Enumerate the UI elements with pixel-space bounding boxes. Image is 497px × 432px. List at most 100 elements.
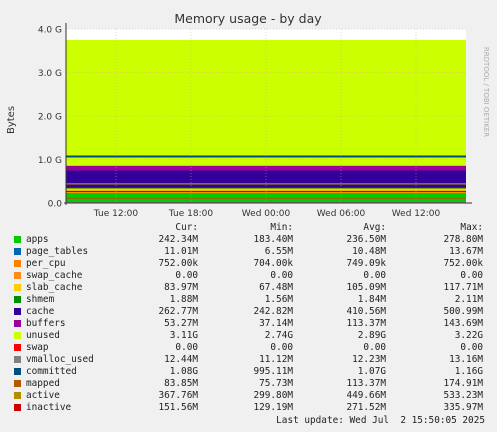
legend-swatch	[14, 356, 21, 363]
legend-min-value: 2.74G	[264, 330, 293, 341]
legend-swatch	[14, 272, 21, 279]
legend-swatch	[14, 344, 21, 351]
chart-title: Memory usage - by day	[174, 11, 322, 26]
legend-min-value: 6.55M	[264, 246, 293, 257]
memory-chart: Memory usage - by day Bytes RRDTOOL / TO…	[6, 11, 490, 219]
y-axis-label: Bytes	[6, 106, 17, 134]
legend-max-value: 174.91M	[443, 378, 483, 389]
legend-label: buffers	[26, 318, 66, 329]
legend-row-vmalloc_used: vmalloc_used 12.44M 11.12M 12.23M 13.16M	[0, 354, 497, 366]
legend-avg-value: 113.37M	[346, 378, 386, 389]
legend-swatch	[14, 392, 21, 399]
legend-max-value: 0.00	[460, 270, 483, 281]
legend-cur-value: 0.00	[175, 270, 198, 281]
x-tick-label: Tue 18:00	[168, 209, 213, 219]
legend-max-value: 0.00	[460, 342, 483, 353]
rrdtool-watermark: RRDTOOL / TOBI OETIKER	[482, 47, 490, 137]
legend-row-committed: committed 1.08G 995.11M 1.07G 1.16G	[0, 366, 497, 378]
legend-cur-value: 1.88M	[169, 294, 198, 305]
legend-label: shmem	[26, 294, 55, 305]
legend-swatch	[14, 308, 21, 315]
x-tick-label: Wed 12:00	[392, 209, 441, 219]
legend-swatch	[14, 332, 21, 339]
legend-row-active: active 367.76M 299.80M 449.66M 533.23M	[0, 390, 497, 402]
legend-max-value: 335.97M	[443, 402, 483, 413]
col-cur: Cur:	[175, 222, 198, 233]
legend-row-shmem: shmem 1.88M 1.56M 1.84M 2.11M	[0, 294, 497, 306]
legend-min-value: 75.73M	[259, 378, 293, 389]
legend-max-value: 13.67M	[449, 246, 483, 257]
legend-row-page_tables: page_tables 11.01M 6.55M 10.48M 13.67M	[0, 246, 497, 258]
col-min: Min:	[270, 222, 293, 233]
legend-avg-value: 105.09M	[346, 282, 386, 293]
legend-label: swap_cache	[26, 270, 83, 281]
legend-min-value: 129.19M	[253, 402, 293, 413]
legend-swatch	[14, 380, 21, 387]
legend-row-inactive: inactive 151.56M 129.19M 271.52M 335.97M	[0, 402, 497, 414]
legend-min-value: 67.48M	[259, 282, 293, 293]
legend-max-value: 143.69M	[443, 318, 483, 329]
legend-cur-value: 262.77M	[158, 306, 198, 317]
legend-label: page_tables	[26, 246, 89, 257]
legend-label: active	[26, 390, 60, 401]
legend-label: swap	[26, 342, 49, 353]
legend-cur-value: 3.11G	[169, 330, 198, 341]
legend-label: inactive	[26, 402, 72, 413]
legend-row-per_cpu: per_cpu 752.00k 704.00k 749.09k 752.00k	[0, 258, 497, 270]
legend-min-value: 37.14M	[259, 318, 293, 329]
legend-row-apps: apps 242.34M 183.40M 236.50M 278.80M	[0, 234, 497, 246]
legend-cur-value: 367.76M	[158, 390, 198, 401]
legend-header: Cur: Min: Avg: Max:	[0, 222, 497, 234]
col-avg: Avg:	[363, 222, 386, 233]
legend-cur-value: 83.85M	[164, 378, 198, 389]
legend-min-value: 995.11M	[253, 366, 293, 377]
legend-avg-value: 236.50M	[346, 234, 386, 245]
legend-swatch	[14, 260, 21, 267]
legend-avg-value: 410.56M	[346, 306, 386, 317]
area-band-slab_cache	[66, 188, 466, 193]
legend-swatch	[14, 236, 21, 243]
legend-avg-value: 1.07G	[357, 366, 386, 377]
legend-row-mapped: mapped 83.85M 75.73M 113.37M 174.91M	[0, 378, 497, 390]
legend-max-value: 278.80M	[443, 234, 483, 245]
legend-min-value: 0.00	[270, 342, 293, 353]
legend-swatch	[14, 248, 21, 255]
legend-row-swap: swap 0.00 0.00 0.00 0.00	[0, 342, 497, 354]
legend-min-value: 183.40M	[253, 234, 293, 245]
legend-min-value: 1.56M	[264, 294, 293, 305]
area-band-unused	[66, 39, 466, 166]
legend-label: slab_cache	[26, 282, 83, 293]
legend-row-slab_cache: slab_cache 83.97M 67.48M 105.09M 117.71M	[0, 282, 497, 294]
y-tick-label: 4.0 G	[38, 26, 62, 36]
x-tick-label: Wed 00:00	[242, 209, 291, 219]
legend-label: mapped	[26, 378, 60, 389]
legend-row-buffers: buffers 53.27M 37.14M 113.37M 143.69M	[0, 318, 497, 330]
legend-cur-value: 0.00	[175, 342, 198, 353]
legend-label: per_cpu	[26, 258, 66, 269]
legend-swatch	[14, 284, 21, 291]
x-axis-ticks: Tue 12:00 Tue 18:00 Wed 00:00 Wed 06:00 Wed …	[64, 29, 472, 219]
legend-min-value: 704.00k	[253, 258, 293, 269]
legend-max-value: 500.99M	[443, 306, 483, 317]
legend-max-value: 752.00k	[443, 258, 483, 269]
legend-avg-value: 1.84M	[357, 294, 386, 305]
legend-label: vmalloc_used	[26, 354, 94, 365]
legend-min-value: 11.12M	[259, 354, 293, 365]
legend-swatch	[14, 320, 21, 327]
legend-min-value: 299.80M	[253, 390, 293, 401]
legend-min-value: 242.82M	[253, 306, 293, 317]
legend-avg-value: 271.52M	[346, 402, 386, 413]
area-band-per_cpu	[66, 192, 466, 194]
legend-row-swap_cache: swap_cache 0.00 0.00 0.00 0.00	[0, 270, 497, 282]
legend-min-value: 0.00	[270, 270, 293, 281]
last-update: Last update: Wed Jul 2 15:50:05 2025	[276, 415, 485, 426]
legend-cur-value: 83.97M	[164, 282, 198, 293]
legend-cur-value: 1.08G	[169, 366, 198, 377]
legend-cur-value: 151.56M	[158, 402, 198, 413]
area-band-buffers	[66, 165, 466, 171]
col-max: Max:	[460, 222, 483, 233]
y-tick-label: 1.0 G	[38, 156, 62, 166]
legend-cur-value: 11.01M	[164, 246, 198, 257]
legend-max-value: 533.23M	[443, 390, 483, 401]
